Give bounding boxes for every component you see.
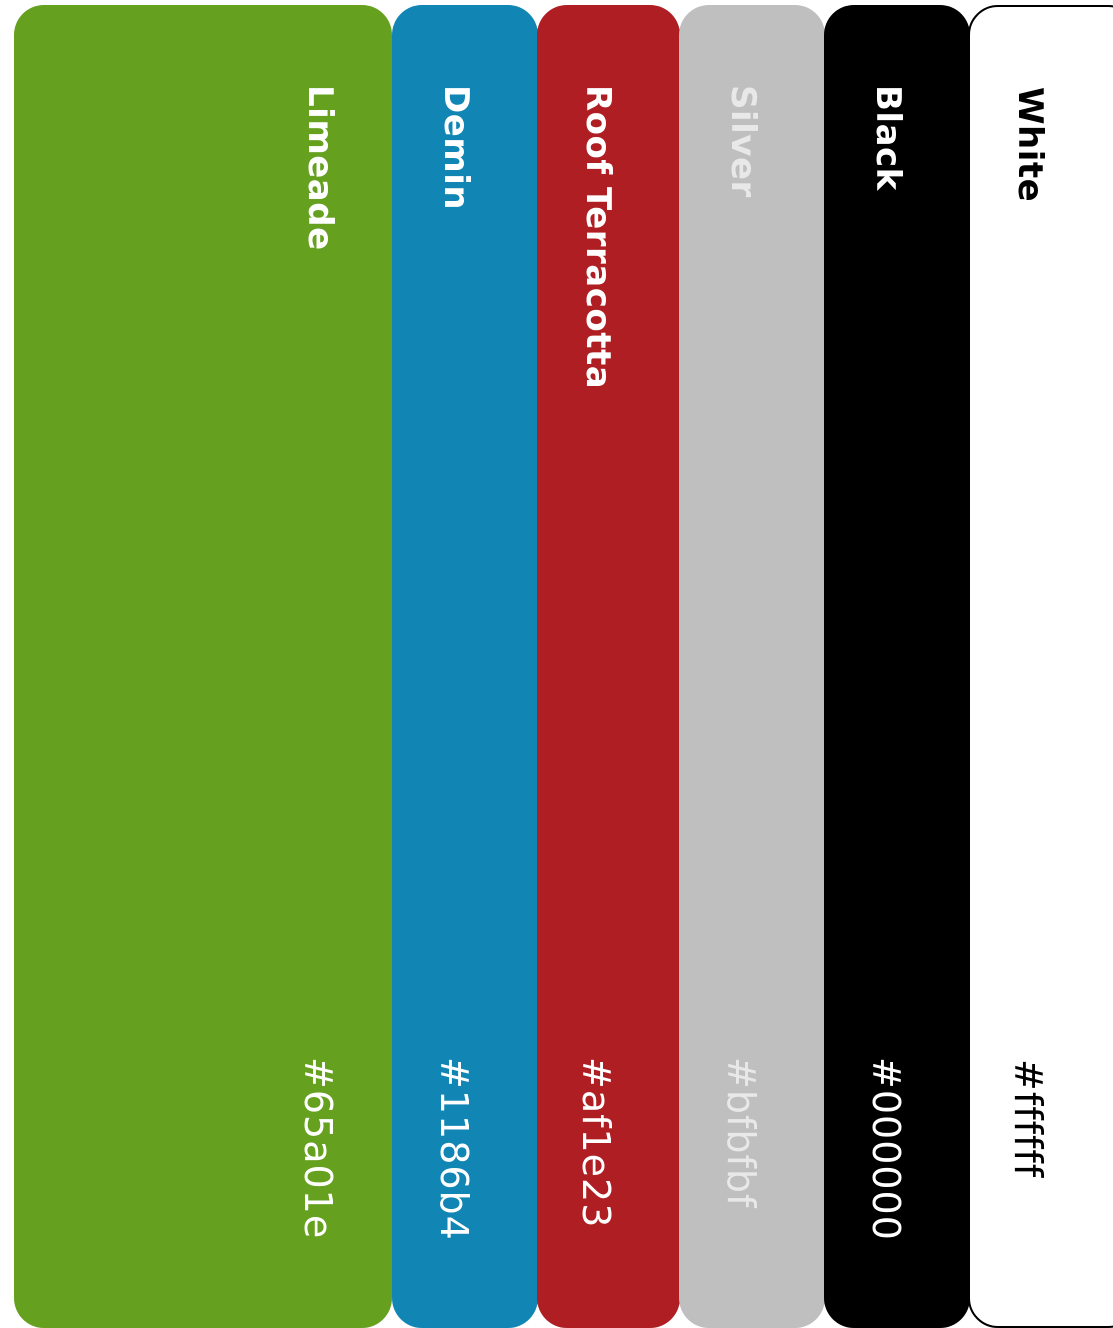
swatch-name: Limeade: [300, 85, 340, 251]
swatch-hex-code: #af1e23: [574, 1057, 618, 1229]
color-palette: Limeade #65a01e Demin #1186b4 Roof Terra…: [14, 5, 1113, 1328]
swatch-hex-code: #ffffff: [1006, 1059, 1050, 1179]
swatch-demin: Demin #1186b4: [392, 5, 538, 1328]
swatch-roof-terracotta: Roof Terracotta #af1e23: [537, 5, 680, 1328]
swatch-black: Black #000000: [824, 5, 970, 1328]
swatch-name: Roof Terracotta: [578, 85, 618, 390]
swatch-white: White #ffffff: [968, 5, 1113, 1328]
swatch-hex-code: #bfbfbf: [719, 1057, 763, 1209]
swatch-name: White: [1010, 87, 1050, 203]
swatch-hex-code: #65a01e: [296, 1057, 340, 1240]
swatch-hex-code: #1186b4: [432, 1057, 476, 1241]
swatch-name: Silver: [723, 85, 763, 198]
swatch-hex-code: #000000: [864, 1057, 908, 1241]
swatch-name: Demin: [436, 85, 476, 211]
swatch-limeade: Limeade #65a01e: [14, 5, 392, 1328]
swatch-name: Black: [868, 85, 908, 191]
swatch-silver: Silver #bfbfbf: [679, 5, 825, 1328]
